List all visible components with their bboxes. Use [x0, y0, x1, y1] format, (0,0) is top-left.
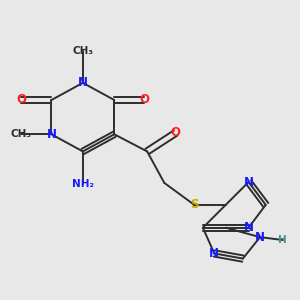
Text: CH₃: CH₃	[11, 129, 32, 139]
Text: H: H	[278, 235, 287, 245]
Text: N: N	[255, 231, 265, 244]
Text: N: N	[244, 221, 254, 234]
Text: N: N	[209, 247, 219, 260]
Text: N: N	[78, 76, 88, 89]
Text: CH₃: CH₃	[72, 46, 93, 56]
Text: O: O	[16, 94, 26, 106]
Text: O: O	[139, 94, 149, 106]
Text: N: N	[46, 128, 56, 141]
Text: S: S	[190, 198, 199, 212]
Text: O: O	[171, 126, 181, 140]
Text: N: N	[244, 176, 254, 188]
Text: NH₂: NH₂	[72, 179, 94, 189]
